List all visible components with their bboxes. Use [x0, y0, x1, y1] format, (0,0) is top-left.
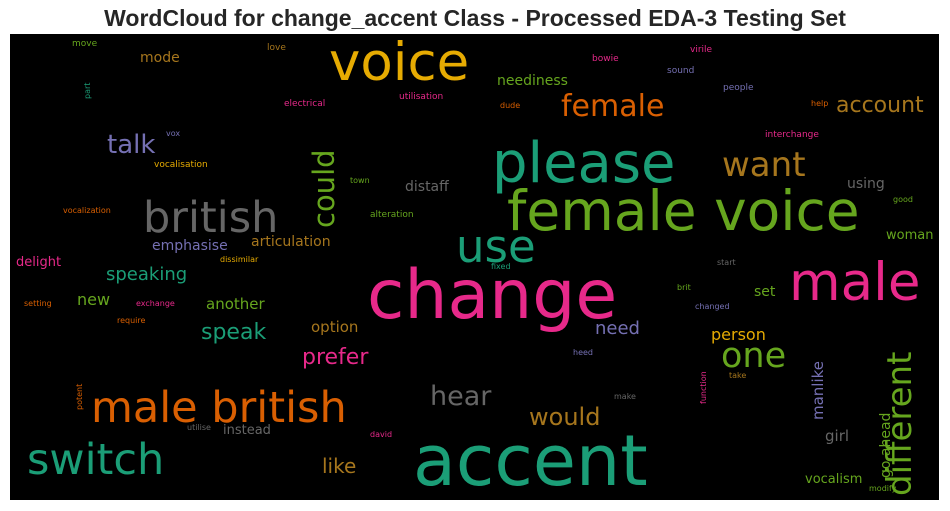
word-good: good: [893, 195, 913, 204]
word-male-british: male british: [91, 383, 347, 433]
word-speak: speak: [201, 320, 267, 345]
word-british: british: [143, 193, 279, 243]
word-take: take: [729, 371, 747, 380]
word-need: need: [595, 318, 640, 339]
word-switch: switch: [27, 435, 165, 485]
word-go-ahead: go ahead: [878, 412, 894, 478]
word-people: people: [723, 83, 754, 93]
word-emphasise: emphasise: [152, 238, 228, 254]
word-talk: talk: [107, 130, 156, 160]
word-female: female: [561, 89, 665, 124]
word-virile: virile: [690, 45, 713, 55]
word-distaff: distaff: [405, 179, 449, 195]
word-electrical: electrical: [284, 99, 326, 109]
word-alteration: alteration: [370, 210, 414, 220]
word-heed: heed: [573, 348, 593, 357]
word-hear: hear: [430, 381, 492, 412]
word-love: love: [267, 43, 286, 53]
word-could: could: [307, 149, 341, 228]
word-using: using: [847, 176, 885, 192]
word-utilisation: utilisation: [399, 92, 444, 102]
word-use: use: [456, 220, 536, 273]
word-new: new: [77, 290, 111, 309]
word-delight: delight: [16, 255, 62, 270]
word-like: like: [322, 454, 357, 478]
word-prefer: prefer: [302, 345, 369, 370]
word-move: move: [72, 39, 98, 49]
word-sound: sound: [667, 66, 695, 76]
word-utilise: utilise: [187, 423, 211, 432]
word-vox: vox: [166, 129, 181, 138]
word-instead: instead: [223, 423, 271, 438]
word-dude: dude: [500, 101, 521, 110]
word-changed: changed: [695, 302, 730, 311]
word-set: set: [754, 284, 776, 300]
word-exchange: exchange: [136, 299, 175, 308]
word-person: person: [711, 325, 766, 344]
word-voice: voice: [329, 34, 470, 93]
word-part: part: [83, 82, 92, 99]
word-option: option: [311, 318, 359, 336]
word-vocalization: vocalization: [63, 206, 111, 215]
word-female-voice: female voice: [507, 179, 860, 243]
word-start: start: [717, 258, 736, 267]
chart-title: WordCloud for change_accent Class - Proc…: [104, 5, 846, 31]
word-vocalisation: vocalisation: [154, 160, 208, 170]
word-change: change: [367, 256, 618, 335]
word-neediness: neediness: [497, 73, 568, 89]
word-modify: modify: [869, 484, 897, 493]
wordcloud-canvas: change accent please female voice voice …: [10, 34, 939, 500]
word-accent: accent: [413, 420, 648, 500]
word-help: help: [811, 99, 829, 108]
word-fixed: fixed: [491, 262, 511, 271]
word-woman: woman: [886, 228, 934, 243]
word-town: town: [350, 176, 370, 185]
word-function: function: [699, 371, 708, 404]
word-make: make: [614, 392, 636, 401]
word-bowie: bowie: [592, 54, 619, 64]
word-potent: potent: [75, 383, 84, 410]
word-interchange: interchange: [765, 130, 819, 140]
word-would: would: [529, 403, 601, 431]
word-one: one: [721, 336, 787, 376]
word-girl: girl: [825, 427, 850, 445]
word-mode: mode: [140, 50, 180, 66]
word-want: want: [722, 145, 806, 185]
word-articulation: articulation: [251, 234, 331, 250]
word-vocalism: vocalism: [805, 472, 863, 487]
word-account: account: [836, 93, 924, 118]
word-another: another: [206, 295, 265, 313]
word-manlike: manlike: [809, 360, 827, 420]
word-brit: brit: [677, 283, 691, 292]
word-male: male: [789, 252, 921, 313]
word-setting: setting: [24, 299, 52, 308]
word-please: please: [492, 131, 676, 196]
word-speaking: speaking: [106, 264, 188, 285]
word-david: david: [370, 430, 393, 439]
word-dissimilar: dissimilar: [220, 255, 259, 264]
word-require: require: [117, 316, 146, 325]
